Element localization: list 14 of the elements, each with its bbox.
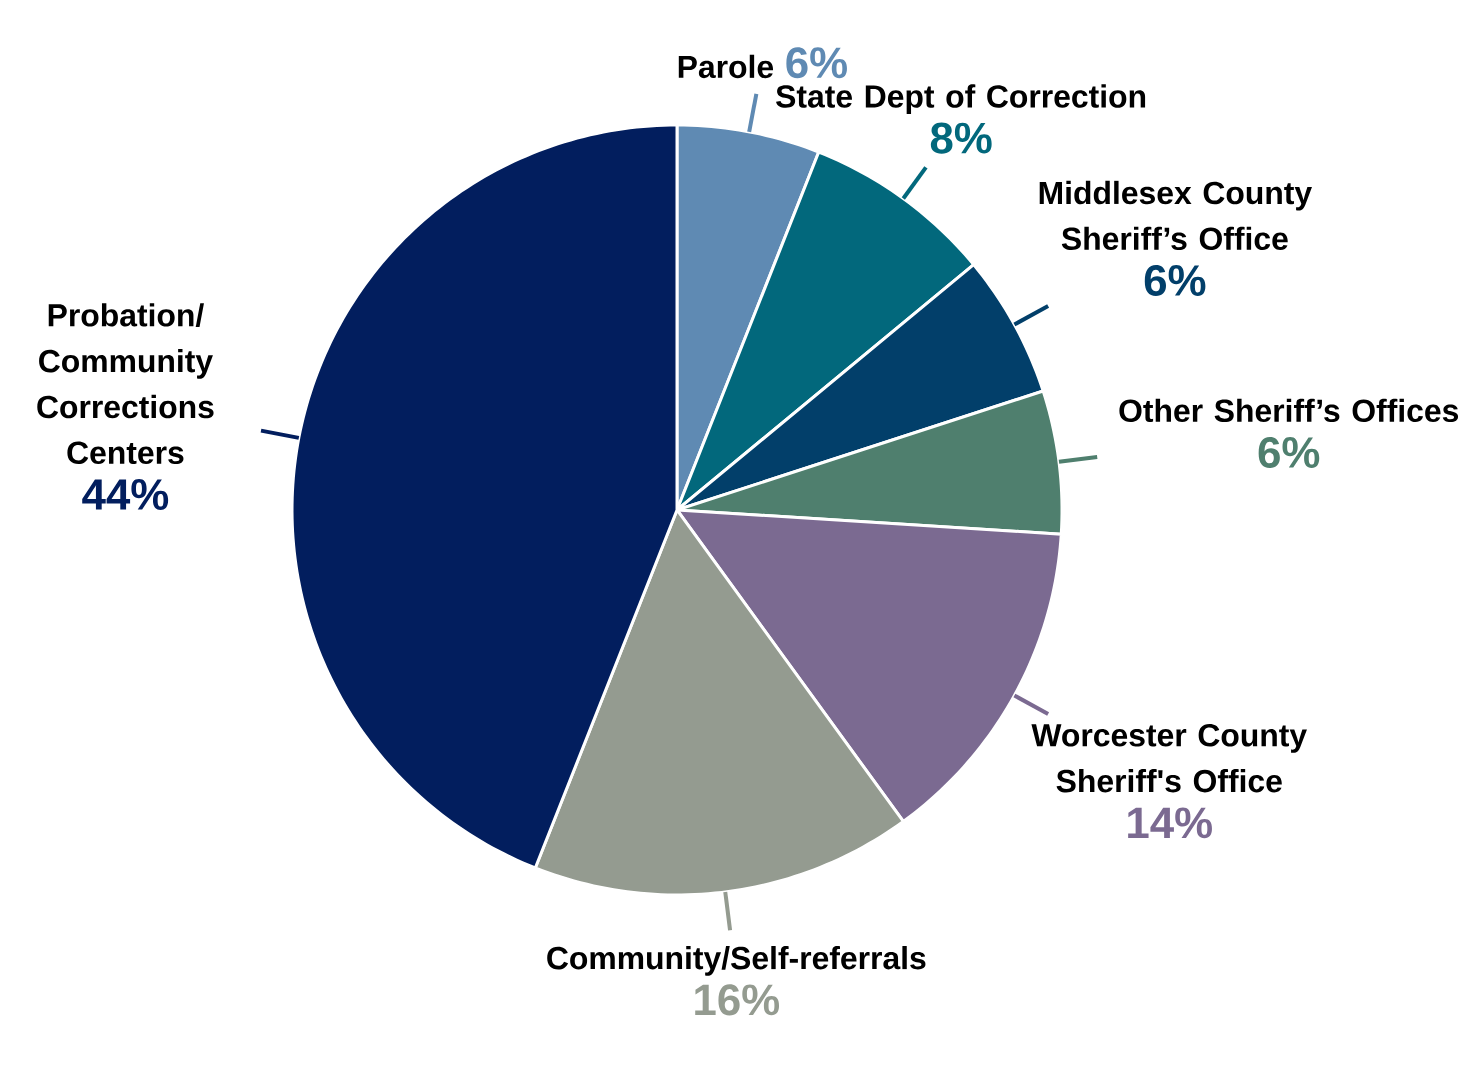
data-label: 8% [930,122,992,154]
slice-label: Community/Self-referrals [547,946,926,976]
slice-label: Other Sheriff’s Offices [1119,398,1459,423]
data-label: 6% [1144,264,1206,297]
data-label: 6% [786,47,847,79]
data-label: 16% [695,984,780,1016]
slice-label: State Dept of Correction [776,84,1146,114]
slice-label: Worcester County Sheriff's Office [1031,724,1307,793]
slice-label: Probation/ Community Corrections Centers [37,303,214,465]
data-label: 14% [1128,807,1212,839]
data-label: 44% [82,479,169,510]
slice-label: Middlesex County Sheriff’s Office [1039,180,1312,251]
slice-label: Parole [678,54,774,79]
data-label: 6% [1258,436,1320,469]
